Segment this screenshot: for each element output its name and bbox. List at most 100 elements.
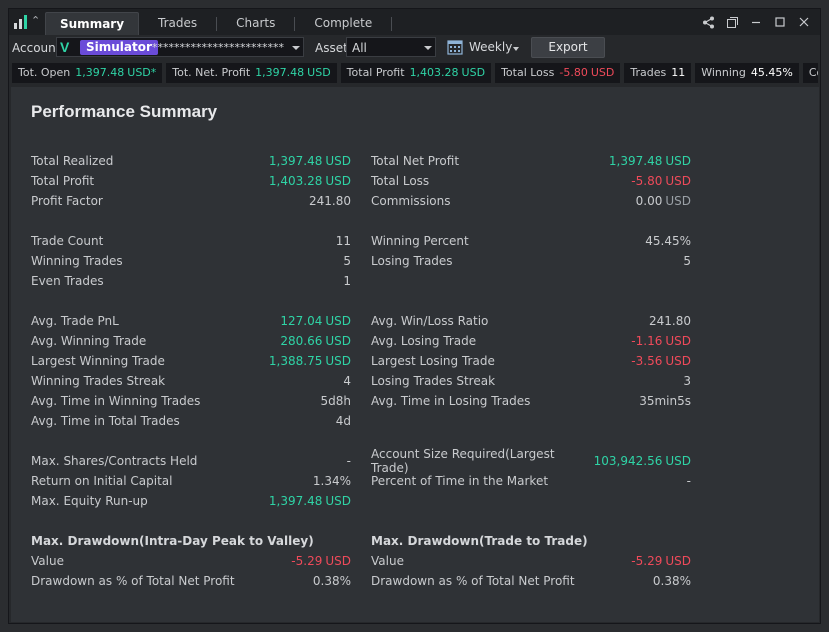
chevron-down-icon[interactable] [513,47,519,51]
bar-chart-icon[interactable] [13,14,29,30]
metric-unit: USD [665,174,691,188]
metric-total-profit: Total Profit 1,403.28 USD [31,171,351,191]
metric-value-wrap: 103,942.56 USD [594,454,691,468]
metric-label: Avg. Time in Total Trades [31,414,180,428]
metric-value: 0.38% [312,574,351,588]
maximize-icon[interactable] [770,13,790,31]
stat-unit: USD* [127,66,157,79]
metric-value: 45.45% [645,234,691,248]
metric-value: Value -5.29 USD [371,551,691,571]
metric-label: Return on Initial Capital [31,474,173,488]
detach-window-icon[interactable] [722,13,742,31]
metric-even-trades: Even Trades 1 [31,271,351,291]
stat-unit: USD [461,66,486,79]
section-spacer [371,291,691,311]
metric-label: Percent of Time in the Market [371,474,549,488]
period-select[interactable]: Weekly [469,40,513,54]
asset-select[interactable]: All [346,37,436,57]
performance-window: ⌃ Summary Trades Charts Complete [8,8,821,624]
metric-value: 4 [343,374,351,388]
metric-trade-count: Trade Count 11 [31,231,351,251]
metric-unit: USD [665,554,691,568]
metric-total-realized: Total Realized 1,397.48 USD [31,151,351,171]
tab-complete[interactable]: Complete [314,16,373,30]
metric-value-wrap: 1,397.48 USD [269,494,351,508]
account-label: Account [12,41,61,55]
chevron-down-icon [424,46,432,50]
account-select[interactable]: V Simulator ************************ [56,37,304,57]
metric-return-on-initial-capital: Return on Initial Capital 1.34% [31,471,351,491]
chevron-down-icon [292,46,300,50]
calendar-icon[interactable] [447,39,463,55]
metric-label: Value [31,554,64,568]
stat-label: Trades [630,66,667,79]
metric-label: Avg. Winning Trade [31,334,147,348]
metric-total-net-profit: Total Net Profit 1,397.48 USD [371,151,691,171]
chevron-up-icon[interactable]: ⌃ [31,14,41,27]
metric-value-wrap: -5.80 USD [631,174,691,188]
right-metrics-column: Total Net Profit 1,397.48 USD Total Loss -5.… [371,151,691,591]
share-icon[interactable] [698,13,718,31]
tab-charts[interactable]: Charts [236,16,276,30]
metric-losing-trades-streak: Losing Trades Streak 3 [371,371,691,391]
metric-value: 241.80 [649,314,691,328]
section-spacer [31,211,351,231]
section-spacer [31,511,351,531]
close-icon[interactable] [794,13,814,31]
tab-trades[interactable]: Trades [158,16,198,30]
section-heading: Max. Drawdown(Intra-Day Peak to Valley) [31,534,314,548]
metric-unit: USD [325,554,351,568]
section-spacer [371,211,691,231]
metric-value-wrap: 1.34% [313,474,351,488]
tab-bar: Summary Trades Charts Complete [45,12,393,35]
metric-label: Max. Equity Run-up [31,494,148,508]
stat-tot-net-profit: Tot. Net. Profit 1,397.48 USD [166,63,337,83]
metric-value-wrap: 0.00 USD [636,194,691,208]
stat-label: Tot. Net. Profit [172,66,251,79]
minimize-icon[interactable] [746,13,766,31]
metric-winning-trades: Winning Trades 5 [31,251,351,271]
metric-value: Value -5.29 USD [31,551,351,571]
metric-max-shares-contracts-held: Max. Shares/Contracts Held - [31,451,351,471]
section-spacer [31,431,351,451]
metric-unit: USD [325,494,351,508]
metric-value-wrap: -5.29 USD [631,554,691,568]
metric-commissions: Commissions 0.00 USD [371,191,691,211]
stat-comm: Comm [802,63,818,83]
metric-value: 0.00 [635,194,663,208]
metric-percent-of-time-in-the-market: Percent of Time in the Market - [371,471,691,491]
metric-value: 11 [335,234,351,248]
metric-unit: USD [665,334,691,348]
tab-divider [294,17,296,31]
metric-label: Avg. Win/Loss Ratio [371,314,489,328]
tab-summary[interactable]: Summary [45,12,140,35]
metric-value: 241.80 [309,194,351,208]
stat-total-profit: Total Profit 1,403.28 USD [340,63,492,83]
metric-unit: USD [325,354,351,368]
export-button[interactable]: Export [531,37,605,58]
metric-value-wrap: 0.38% [653,574,691,588]
stat-value: 45.45% [750,66,793,79]
metric-label: Profit Factor [31,194,103,208]
metric-value: -3.56 [631,354,663,368]
metric-value: - [346,454,351,468]
metric-label: Even Trades [31,274,104,288]
metric-max-equity-run-up: Max. Equity Run-up 1,397.48 USD [31,491,351,511]
metric-label: Value [371,554,404,568]
metric-label: Losing Trades Streak [371,374,496,388]
metric-value: 127.04 [280,314,323,328]
metric-largest-winning-trade: Largest Winning Trade 1,388.75 USD [31,351,351,371]
metric-label: Largest Losing Trade [371,354,495,368]
metric-value: 35min5s [639,394,691,408]
stat-unit: USD [590,66,615,79]
metric-label: Losing Trades [371,254,453,268]
v-logo-icon: V [60,39,70,55]
metric-value: 1,403.28 [268,174,323,188]
metric-value: 103,942.56 [593,454,663,468]
metric-value-wrap: 1,397.48 USD [609,154,691,168]
metric-label: Avg. Time in Winning Trades [31,394,201,408]
metric-losing-trades: Losing Trades 5 [371,251,691,271]
metric-value-wrap: 280.66 USD [280,334,351,348]
metric-unit: USD [665,354,691,368]
stat-unit: USD [307,66,331,79]
